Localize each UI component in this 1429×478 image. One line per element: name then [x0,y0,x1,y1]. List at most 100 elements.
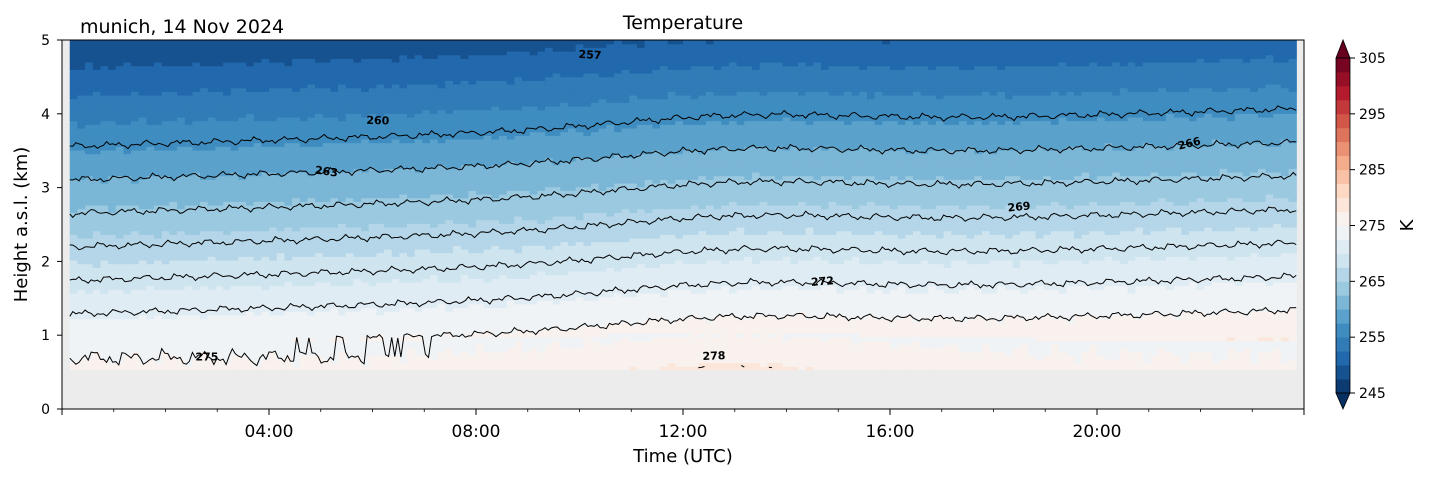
heat-cell [192,197,201,202]
heat-cell [108,43,117,48]
heat-cell [307,135,316,140]
heat-cell [430,69,439,74]
heat-cell [307,171,316,177]
heat-cell [399,61,408,67]
heat-cell [77,355,86,360]
heat-cell [353,40,362,45]
heat-cell [115,311,125,316]
heat-cell [307,80,316,85]
heat-cell [161,285,171,290]
heat-cell [192,322,201,327]
heat-cell [108,175,117,180]
heat-cell [330,333,339,338]
heat-cell [315,109,324,114]
heat-cell [161,278,171,283]
heat-cell [123,252,132,257]
heat-cell [200,307,209,312]
heat-cell [445,204,454,210]
heat-cell [345,358,354,364]
heat-cell [453,245,462,250]
heat-cell [207,175,217,180]
heat-cell [77,146,86,151]
heat-cell [77,234,86,239]
heat-cell [131,120,140,125]
heat-cell [376,94,385,100]
heat-cell [483,215,492,221]
heat-cell [230,149,240,155]
heat-cell [253,197,262,202]
heat-cell [123,212,132,217]
heat-cell [368,245,377,250]
heat-cell [253,296,262,301]
heat-cell [169,336,178,342]
heat-cell [131,212,140,217]
heat-cell [269,303,278,309]
heat-cell [399,278,408,283]
heat-cell [345,263,354,268]
heat-cell [361,208,370,213]
heat-cell [207,245,217,250]
heat-cell [276,113,285,118]
heat-cell [276,366,285,371]
heat-cell [100,87,109,92]
heat-cell [161,43,171,48]
heat-cell [292,164,301,169]
heat-cell [376,212,385,217]
heat-cell [483,347,492,353]
heat-cell [322,362,331,367]
heat-cell [215,91,224,96]
heat-cell [131,131,140,136]
heat-cell [338,182,347,188]
heat-cell [138,226,148,232]
heat-cell [376,256,385,261]
heat-cell [100,124,109,129]
heat-cell [345,164,354,169]
heat-cell [215,87,224,92]
heat-cell [169,311,178,316]
heat-cell [276,307,285,312]
heat-cell [445,182,454,188]
heat-cell [246,252,255,257]
heat-cell [307,314,316,320]
heat-cell [307,366,316,371]
heat-cell [483,43,492,48]
heat-cell [230,135,240,140]
heat-cell [100,98,109,103]
heat-cell [322,212,331,217]
heat-cell [391,289,400,294]
heat-cell [207,340,217,345]
heat-cell [261,190,270,195]
heat-cell [399,160,408,166]
heat-cell [138,259,148,265]
heat-cell [414,325,423,331]
heat-cell [322,65,331,70]
heat-cell [92,80,102,85]
heat-cell [215,76,224,81]
heat-cell [223,157,232,162]
heat-cell [85,362,94,367]
heat-cell [391,226,400,232]
heat-cell [230,234,240,239]
heat-cell [453,61,462,67]
heat-cell [100,248,109,254]
heat-cell [368,344,377,349]
heat-cell [407,98,416,103]
heat-cell [468,98,477,103]
heat-cell [368,241,377,246]
heat-cell [230,303,240,309]
heat-cell [338,138,347,144]
heat-cell [368,40,377,45]
heat-cell [192,54,201,59]
heat-cell [238,179,247,184]
heat-cell [146,219,155,224]
heat-cell [445,171,454,177]
heat-cell [361,120,370,125]
heat-cell [77,347,86,353]
heat-cell [460,120,469,125]
heat-cell [154,278,163,283]
heat-cell [138,54,148,59]
heat-cell [154,175,163,180]
heat-cell [154,87,163,92]
heat-cell [200,278,209,283]
heat-cell [460,54,469,59]
